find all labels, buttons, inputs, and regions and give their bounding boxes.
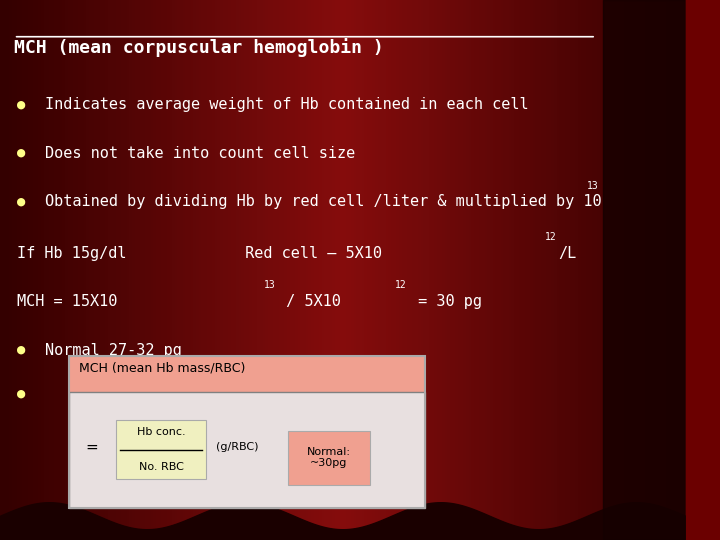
Text: ●: ● (17, 343, 25, 357)
Text: If Hb 15g/dl             Red cell – 5X10: If Hb 15g/dl Red cell – 5X10 (17, 246, 382, 261)
Text: =: = (86, 440, 99, 454)
Text: Normal:
~30pg: Normal: ~30pg (307, 447, 351, 468)
Text: 13: 13 (264, 280, 276, 291)
Text: ●: ● (17, 194, 25, 208)
Text: ●: ● (17, 97, 25, 111)
Text: 12: 12 (395, 280, 407, 291)
Text: ●: ● (17, 386, 25, 400)
Text: MCH = 15X10: MCH = 15X10 (17, 294, 117, 309)
Text: Does not take into count cell size: Does not take into count cell size (45, 146, 355, 161)
Text: ●: ● (17, 146, 25, 160)
FancyBboxPatch shape (68, 356, 425, 392)
Text: 13: 13 (587, 181, 599, 192)
Text: /L: /L (559, 246, 577, 261)
Text: Normal 27-32 pg: Normal 27-32 pg (45, 343, 181, 358)
Text: Hb conc.: Hb conc. (137, 427, 185, 437)
FancyBboxPatch shape (288, 431, 370, 485)
Text: Indicates average weight of Hb contained in each cell: Indicates average weight of Hb contained… (45, 97, 528, 112)
Text: / 5X10: / 5X10 (277, 294, 341, 309)
Text: MCH (mean Hb mass/RBC): MCH (mean Hb mass/RBC) (78, 362, 246, 375)
Text: Obtained by dividing Hb by red cell /liter & multiplied by 10: Obtained by dividing Hb by red cell /lit… (45, 194, 601, 210)
Text: (g/RBC): (g/RBC) (216, 442, 258, 452)
FancyBboxPatch shape (117, 420, 205, 480)
Text: = 30 pg: = 30 pg (409, 294, 482, 309)
FancyBboxPatch shape (68, 392, 425, 508)
Text: 12: 12 (544, 232, 557, 242)
Text: MCH (mean corpuscular hemoglobin ): MCH (mean corpuscular hemoglobin ) (14, 38, 384, 57)
Text: No. RBC: No. RBC (138, 462, 184, 472)
